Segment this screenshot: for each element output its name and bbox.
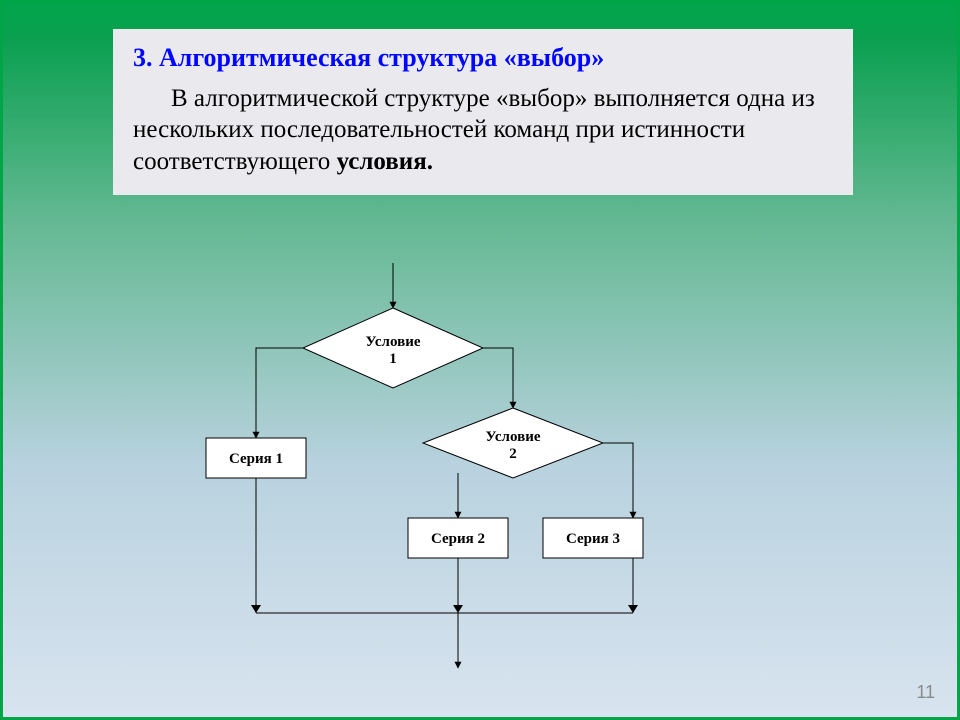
label-cond2-1: Условие [486,429,541,445]
label-ser3: Серия 3 [566,531,620,547]
flowchart: Условие1Условие2Серия 1Серия 2Серия 3 [178,263,738,683]
label-ser1: Серия 1 [229,451,283,467]
text-block: 3. Алгоритмическая структура «выбор» В а… [113,29,853,195]
label-cond1-1: Условие [366,334,421,350]
slide: 3. Алгоритмическая структура «выбор» В а… [0,0,960,720]
body-bold: условия. [337,148,433,175]
slide-title: 3. Алгоритмическая структура «выбор» [133,43,833,73]
body-text: В алгоритмической структуре «выбор» выпо… [133,85,815,175]
label-ser2: Серия 2 [431,531,485,547]
label-cond1-2: 1 [389,351,397,367]
slide-body: В алгоритмической структуре «выбор» выпо… [133,83,833,177]
page-number: 11 [916,682,935,703]
label-cond2-2: 2 [509,446,517,462]
